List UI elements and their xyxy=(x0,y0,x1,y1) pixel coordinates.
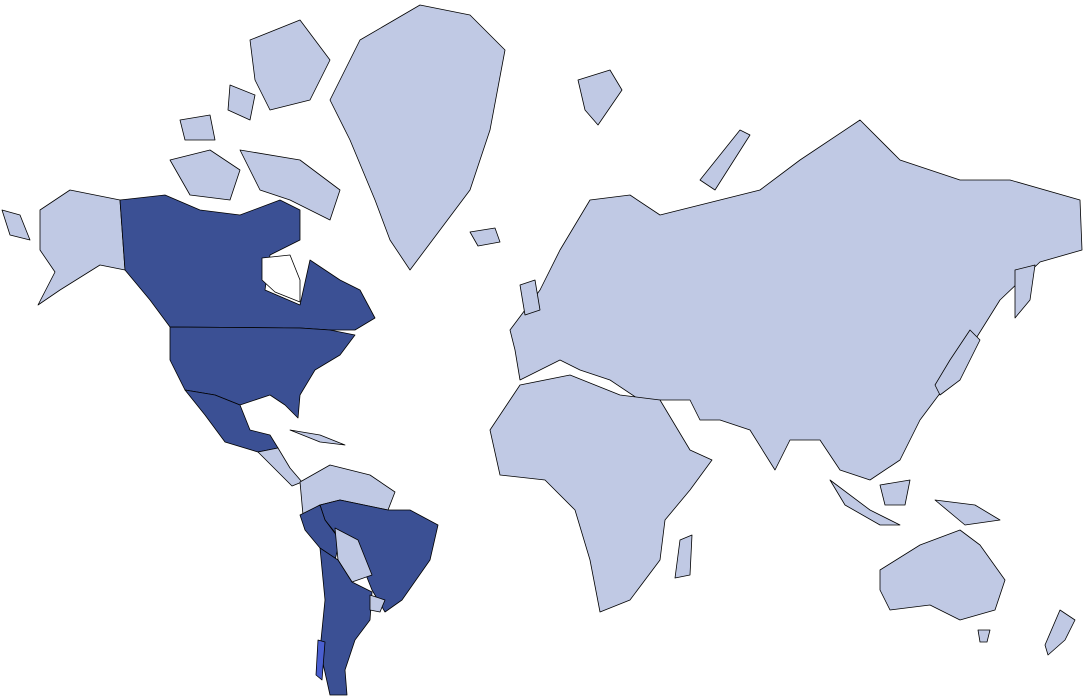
indonesia-1[interactable] xyxy=(829,479,901,526)
africa-landmass[interactable] xyxy=(489,374,713,613)
africa xyxy=(489,374,713,613)
eurasia xyxy=(469,69,1083,526)
new-guinea[interactable] xyxy=(934,499,1001,526)
novaya-zemlya[interactable] xyxy=(699,129,751,191)
tasmania[interactable] xyxy=(977,629,991,643)
country-uk[interactable] xyxy=(519,279,541,316)
new-zealand[interactable] xyxy=(1044,609,1076,656)
north-america xyxy=(1,4,506,487)
chile-south[interactable] xyxy=(315,639,326,681)
australia[interactable] xyxy=(879,529,1006,621)
arctic-island-4[interactable] xyxy=(179,114,216,141)
country-uruguay[interactable] xyxy=(369,594,386,613)
caribbean-cuba[interactable] xyxy=(289,429,346,446)
arctic-island-1[interactable] xyxy=(169,149,241,201)
country-canada[interactable] xyxy=(119,194,376,331)
arctic-island-2[interactable] xyxy=(249,19,331,111)
arctic-island-5[interactable] xyxy=(227,84,256,121)
country-mexico[interactable] xyxy=(184,389,279,453)
madagascar[interactable] xyxy=(674,534,693,579)
kamchatka[interactable] xyxy=(1014,264,1036,319)
arctic-island-3[interactable] xyxy=(239,149,341,221)
greenland[interactable] xyxy=(329,4,506,271)
oceania xyxy=(879,529,1076,656)
svalbard[interactable] xyxy=(577,69,623,126)
country-alaska[interactable] xyxy=(37,189,126,306)
central-america[interactable] xyxy=(257,447,303,487)
iceland[interactable] xyxy=(469,227,501,247)
island-aleutian[interactable] xyxy=(1,209,31,241)
country-japan[interactable] xyxy=(934,329,981,396)
country-bolivia[interactable] xyxy=(334,527,373,583)
south-america xyxy=(299,464,439,696)
hudson-bay xyxy=(261,254,301,303)
indonesia-2[interactable] xyxy=(879,479,911,506)
